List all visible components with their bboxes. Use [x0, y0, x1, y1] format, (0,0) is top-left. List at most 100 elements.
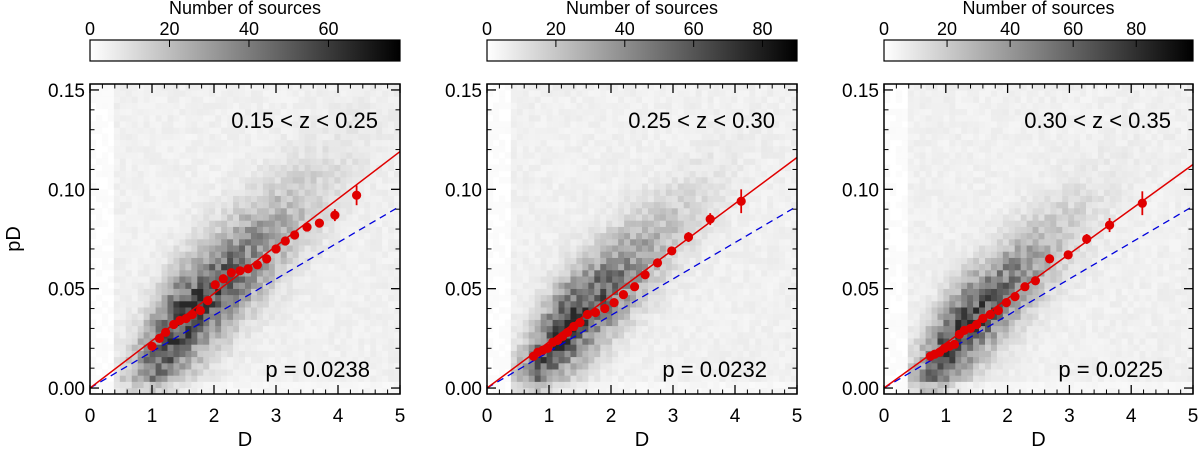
x-axis-label: D — [1031, 429, 1045, 450]
colorbar-frame — [883, 39, 1194, 62]
redshift-range-label: 0.25 < z < 0.30 — [628, 108, 775, 133]
data-point — [705, 214, 715, 224]
data-point — [252, 260, 262, 270]
y-tick-label: 0.05 — [842, 280, 879, 301]
plot-frame — [486, 83, 798, 395]
x-tick-label: 5 — [395, 406, 406, 427]
y-tick-label: 0.05 — [445, 280, 482, 301]
data-point — [1001, 297, 1011, 308]
x-tick-label: 5 — [792, 406, 803, 427]
x-tick-label: 3 — [271, 406, 282, 427]
x-tick-label: 1 — [147, 406, 158, 427]
x-tick-label: 3 — [1064, 406, 1075, 427]
colorbar-tick-label: 20 — [159, 19, 179, 39]
data-point — [575, 317, 585, 328]
data-point — [563, 327, 573, 337]
colorbar-tick-label: 40 — [615, 19, 635, 39]
data-point — [600, 303, 610, 314]
data-point — [1063, 250, 1073, 260]
data-point — [618, 290, 629, 300]
colorbar-tick-label: 40 — [1000, 19, 1020, 39]
colorbar-frame — [89, 39, 401, 62]
data-point — [629, 282, 640, 292]
colorbar-tick-label: 40 — [239, 19, 259, 39]
x-axis-label: D — [635, 429, 649, 450]
colorbar-tick-label: 80 — [1126, 19, 1146, 39]
colorbar-tick-label: 60 — [684, 19, 704, 39]
y-axis-label: pD — [3, 226, 25, 252]
x-tick-label: 1 — [544, 406, 555, 427]
data-point — [1030, 276, 1041, 286]
data-point — [978, 313, 988, 324]
redshift-range-label: 0.15 < z < 0.25 — [231, 108, 378, 133]
x-tick-label: 4 — [333, 406, 344, 427]
y-tick-label: 0.10 — [842, 180, 879, 201]
data-point — [985, 309, 995, 320]
x-tick-label: 1 — [941, 406, 952, 427]
x-tick-label: 2 — [209, 406, 220, 427]
y-tick-label: 0.10 — [48, 180, 85, 201]
data-point — [280, 236, 290, 246]
data-point — [187, 309, 197, 320]
data-point — [640, 270, 650, 280]
slope-label: p = 0.0238 — [265, 357, 370, 382]
data-point — [352, 190, 362, 200]
x-tick-label: 4 — [1126, 406, 1137, 427]
data-point — [271, 244, 281, 254]
slope-label: p = 0.0232 — [662, 357, 767, 382]
data-point — [949, 339, 960, 349]
colorbar-title: Number of sources — [566, 0, 718, 18]
data-point — [1020, 282, 1030, 292]
y-tick-label: 0.15 — [48, 81, 85, 102]
panel-2: 0 1 2 3 4 5 0.00 0.05 0.10 0.15 D 0.25 < z < 0.30 p … — [445, 0, 802, 450]
plot-frame — [89, 83, 401, 395]
data-point — [683, 232, 694, 242]
data-point — [243, 264, 253, 274]
x-tick-label: 5 — [1188, 406, 1199, 427]
plot-frame — [883, 83, 1194, 395]
x-axis-label: D — [238, 429, 252, 450]
data-point — [226, 268, 236, 278]
data-point — [972, 319, 982, 330]
y-tick-label: 0.00 — [842, 379, 879, 400]
panel-3: 0 1 2 3 4 5 0.00 0.05 0.10 0.15 D 0.30 < z < 0.35 p … — [842, 0, 1198, 450]
data-point — [314, 218, 324, 228]
data-point — [1104, 220, 1115, 230]
colorbar-tick-label: 0 — [879, 19, 889, 39]
x-tick-label: 3 — [668, 406, 679, 427]
y-tick-label: 0.15 — [445, 81, 482, 102]
colorbar-tick-label: 80 — [753, 19, 773, 39]
data-point — [1045, 254, 1055, 264]
colorbar: 0 20 40 60 80 Number of sources — [879, 0, 1194, 62]
colorbar-gradient — [487, 40, 797, 61]
slope-label: p = 0.0225 — [1058, 357, 1163, 382]
data-point — [262, 254, 272, 264]
x-tick-label: 2 — [606, 406, 617, 427]
data-point — [1082, 234, 1092, 244]
colorbar-tick-label: 0 — [482, 19, 492, 39]
colorbar-title: Number of sources — [169, 0, 321, 18]
data-point — [330, 210, 340, 220]
density-histogram — [90, 84, 401, 395]
data-point — [290, 230, 300, 240]
data-point — [1137, 198, 1147, 208]
y-tick-label: 0.15 — [842, 81, 879, 102]
data-point — [203, 296, 213, 306]
y-tick-label: 0.00 — [48, 379, 85, 400]
data-point — [195, 305, 205, 316]
data-point — [147, 341, 157, 351]
data-point — [1010, 292, 1020, 302]
colorbar-title: Number of sources — [962, 0, 1114, 18]
data-point — [667, 246, 677, 256]
x-tick-label: 4 — [730, 406, 741, 427]
data-point — [652, 258, 663, 268]
x-tick-label: 0 — [482, 406, 493, 427]
density-histogram — [487, 84, 798, 395]
colorbar-gradient — [90, 40, 400, 61]
colorbar-tick-label: 0 — [85, 19, 95, 39]
data-point — [161, 327, 171, 337]
data-point — [302, 222, 312, 232]
data-point — [609, 297, 619, 308]
